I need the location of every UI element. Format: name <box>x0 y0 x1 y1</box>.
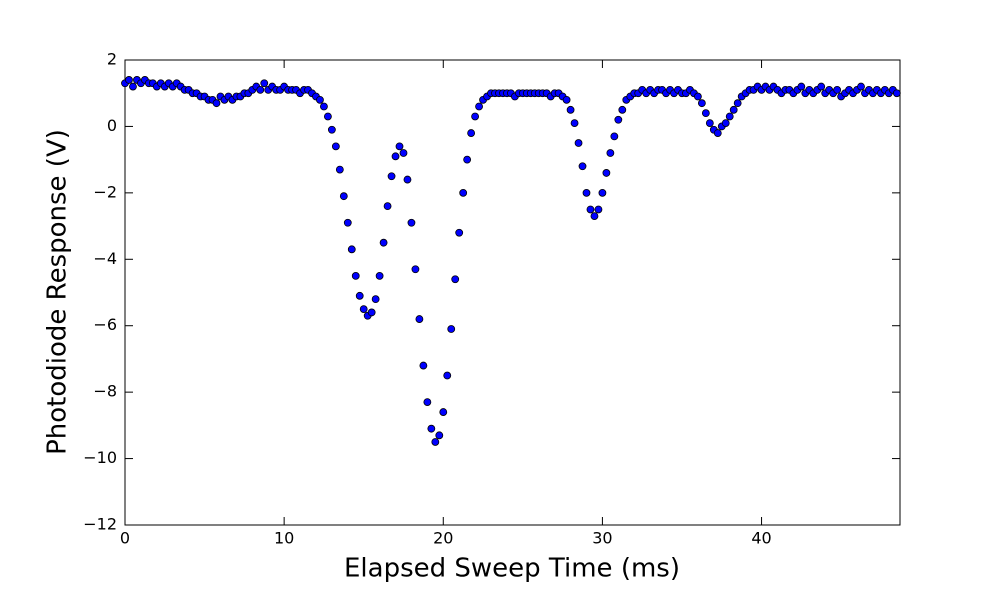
data-point <box>415 315 424 323</box>
data-point <box>701 109 710 118</box>
data-point <box>419 361 428 370</box>
data-point <box>260 79 269 88</box>
data-point <box>324 112 332 121</box>
data-point <box>339 192 348 201</box>
plot-frame <box>124 59 901 526</box>
data-point <box>467 129 476 137</box>
data-point <box>343 218 352 227</box>
data-point <box>713 129 722 137</box>
data-point <box>725 112 734 121</box>
data-point <box>407 218 416 227</box>
x-tick-label: 0 <box>120 529 130 548</box>
data-point <box>431 438 440 446</box>
data-point <box>411 265 420 274</box>
data-point <box>351 271 360 280</box>
data-point <box>610 132 619 141</box>
x-tick-label: 10 <box>274 529 294 548</box>
data-point <box>721 119 730 128</box>
y-tick-label: −6 <box>93 315 117 334</box>
data-point <box>475 102 483 111</box>
data-point <box>455 228 464 237</box>
data-point <box>729 105 738 114</box>
data-point <box>463 155 472 164</box>
x-tick-label: 40 <box>751 529 771 548</box>
data-point <box>371 295 380 304</box>
data-point <box>447 325 456 333</box>
data-point <box>355 291 364 300</box>
data-point <box>857 82 865 91</box>
data-point <box>590 212 599 221</box>
data-point <box>594 205 603 214</box>
data-point <box>212 99 221 108</box>
data-point <box>443 371 452 380</box>
data-point <box>347 245 356 254</box>
y-tick-label: 0 <box>107 116 117 135</box>
data-point <box>399 149 408 157</box>
y-tick-label: −10 <box>83 448 117 467</box>
x-axis-label: Elapsed Sweep Time (ms) <box>344 554 680 584</box>
data-point <box>320 102 328 111</box>
data-point <box>705 119 714 128</box>
data-point <box>733 99 742 108</box>
x-tick-label: 20 <box>433 529 453 548</box>
data-point <box>602 169 611 177</box>
data-point <box>817 82 826 91</box>
data-point <box>892 89 901 98</box>
data-point <box>566 105 575 114</box>
data-point <box>797 82 806 91</box>
data-point <box>383 202 392 211</box>
x-tick-label: 30 <box>592 529 612 548</box>
data-point <box>618 105 627 114</box>
data-point <box>256 85 265 94</box>
data-point <box>387 172 396 181</box>
data-point <box>125 76 133 84</box>
data-point <box>335 165 344 174</box>
data-point <box>423 398 432 407</box>
data-point <box>451 275 460 284</box>
data-point <box>395 142 404 151</box>
y-tick-label: 2 <box>107 50 117 69</box>
data-point <box>833 85 842 94</box>
data-point <box>327 125 336 134</box>
data-point <box>586 205 595 214</box>
y-tick-label: −4 <box>93 249 117 268</box>
data-point <box>574 139 583 147</box>
y-axis-label: Photodiode Response (V) <box>43 129 73 455</box>
y-tick-label: −8 <box>93 382 117 401</box>
data-point <box>606 149 615 157</box>
data-point <box>471 112 480 121</box>
data-point <box>562 95 571 104</box>
data-point <box>582 188 591 197</box>
data-point <box>435 431 444 440</box>
data-point <box>403 175 412 184</box>
data-point <box>598 188 607 197</box>
y-tick-label: −2 <box>93 182 117 201</box>
data-point <box>693 92 702 101</box>
data-point <box>129 82 137 91</box>
data-point <box>367 308 376 317</box>
data-point <box>614 115 623 124</box>
data-point <box>359 305 368 314</box>
data-point <box>570 119 579 128</box>
data-point <box>427 424 436 433</box>
data-point <box>379 238 388 247</box>
data-point <box>697 99 706 108</box>
data-point <box>331 142 340 151</box>
data-point <box>439 408 448 416</box>
data-point <box>375 271 384 280</box>
data-point <box>391 152 400 161</box>
data-point <box>459 188 468 197</box>
y-tick-label: −12 <box>83 515 117 534</box>
data-point <box>316 95 324 104</box>
data-point <box>578 162 587 171</box>
